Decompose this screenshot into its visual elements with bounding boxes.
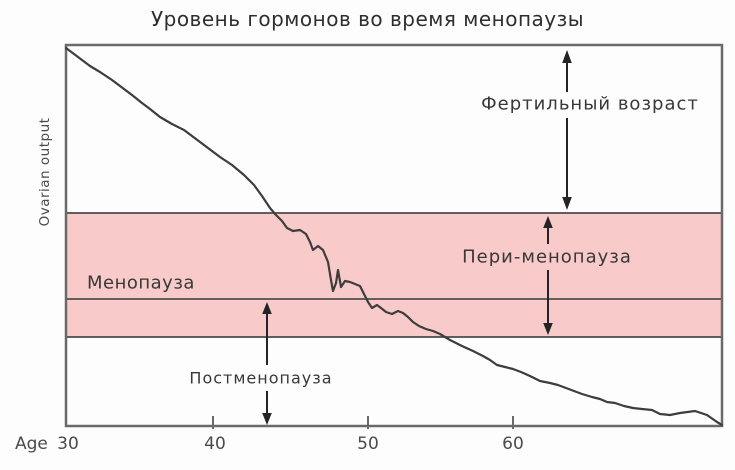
peri-menopause-label: Пери-менопауза (462, 246, 632, 268)
y-axis-label: Ovarian output (37, 117, 53, 227)
hormone-curve (64, 46, 724, 427)
x-axis-ticks (212, 416, 514, 429)
menopause-label: Менопауза (87, 272, 195, 294)
peri-menopause-band (65, 212, 723, 338)
x-axis-prefix: Age (15, 434, 48, 454)
postmenopause-arrow (262, 302, 272, 425)
x-tick-label-30: 30 (57, 434, 79, 454)
postmenopause-label: Постменопауза (189, 368, 333, 388)
x-tick-label-60: 60 (502, 434, 524, 454)
fertile-age-arrow (562, 50, 572, 210)
fertile-age-label: Фертильный возраст (481, 93, 699, 115)
peri-menopause-arrow (543, 216, 553, 335)
x-tick-label-50: 50 (357, 434, 379, 454)
chart-title: Уровень гормонов во время менопаузы (150, 7, 585, 31)
x-tick-label-40: 40 (204, 434, 226, 454)
plot-border (64, 43, 724, 428)
